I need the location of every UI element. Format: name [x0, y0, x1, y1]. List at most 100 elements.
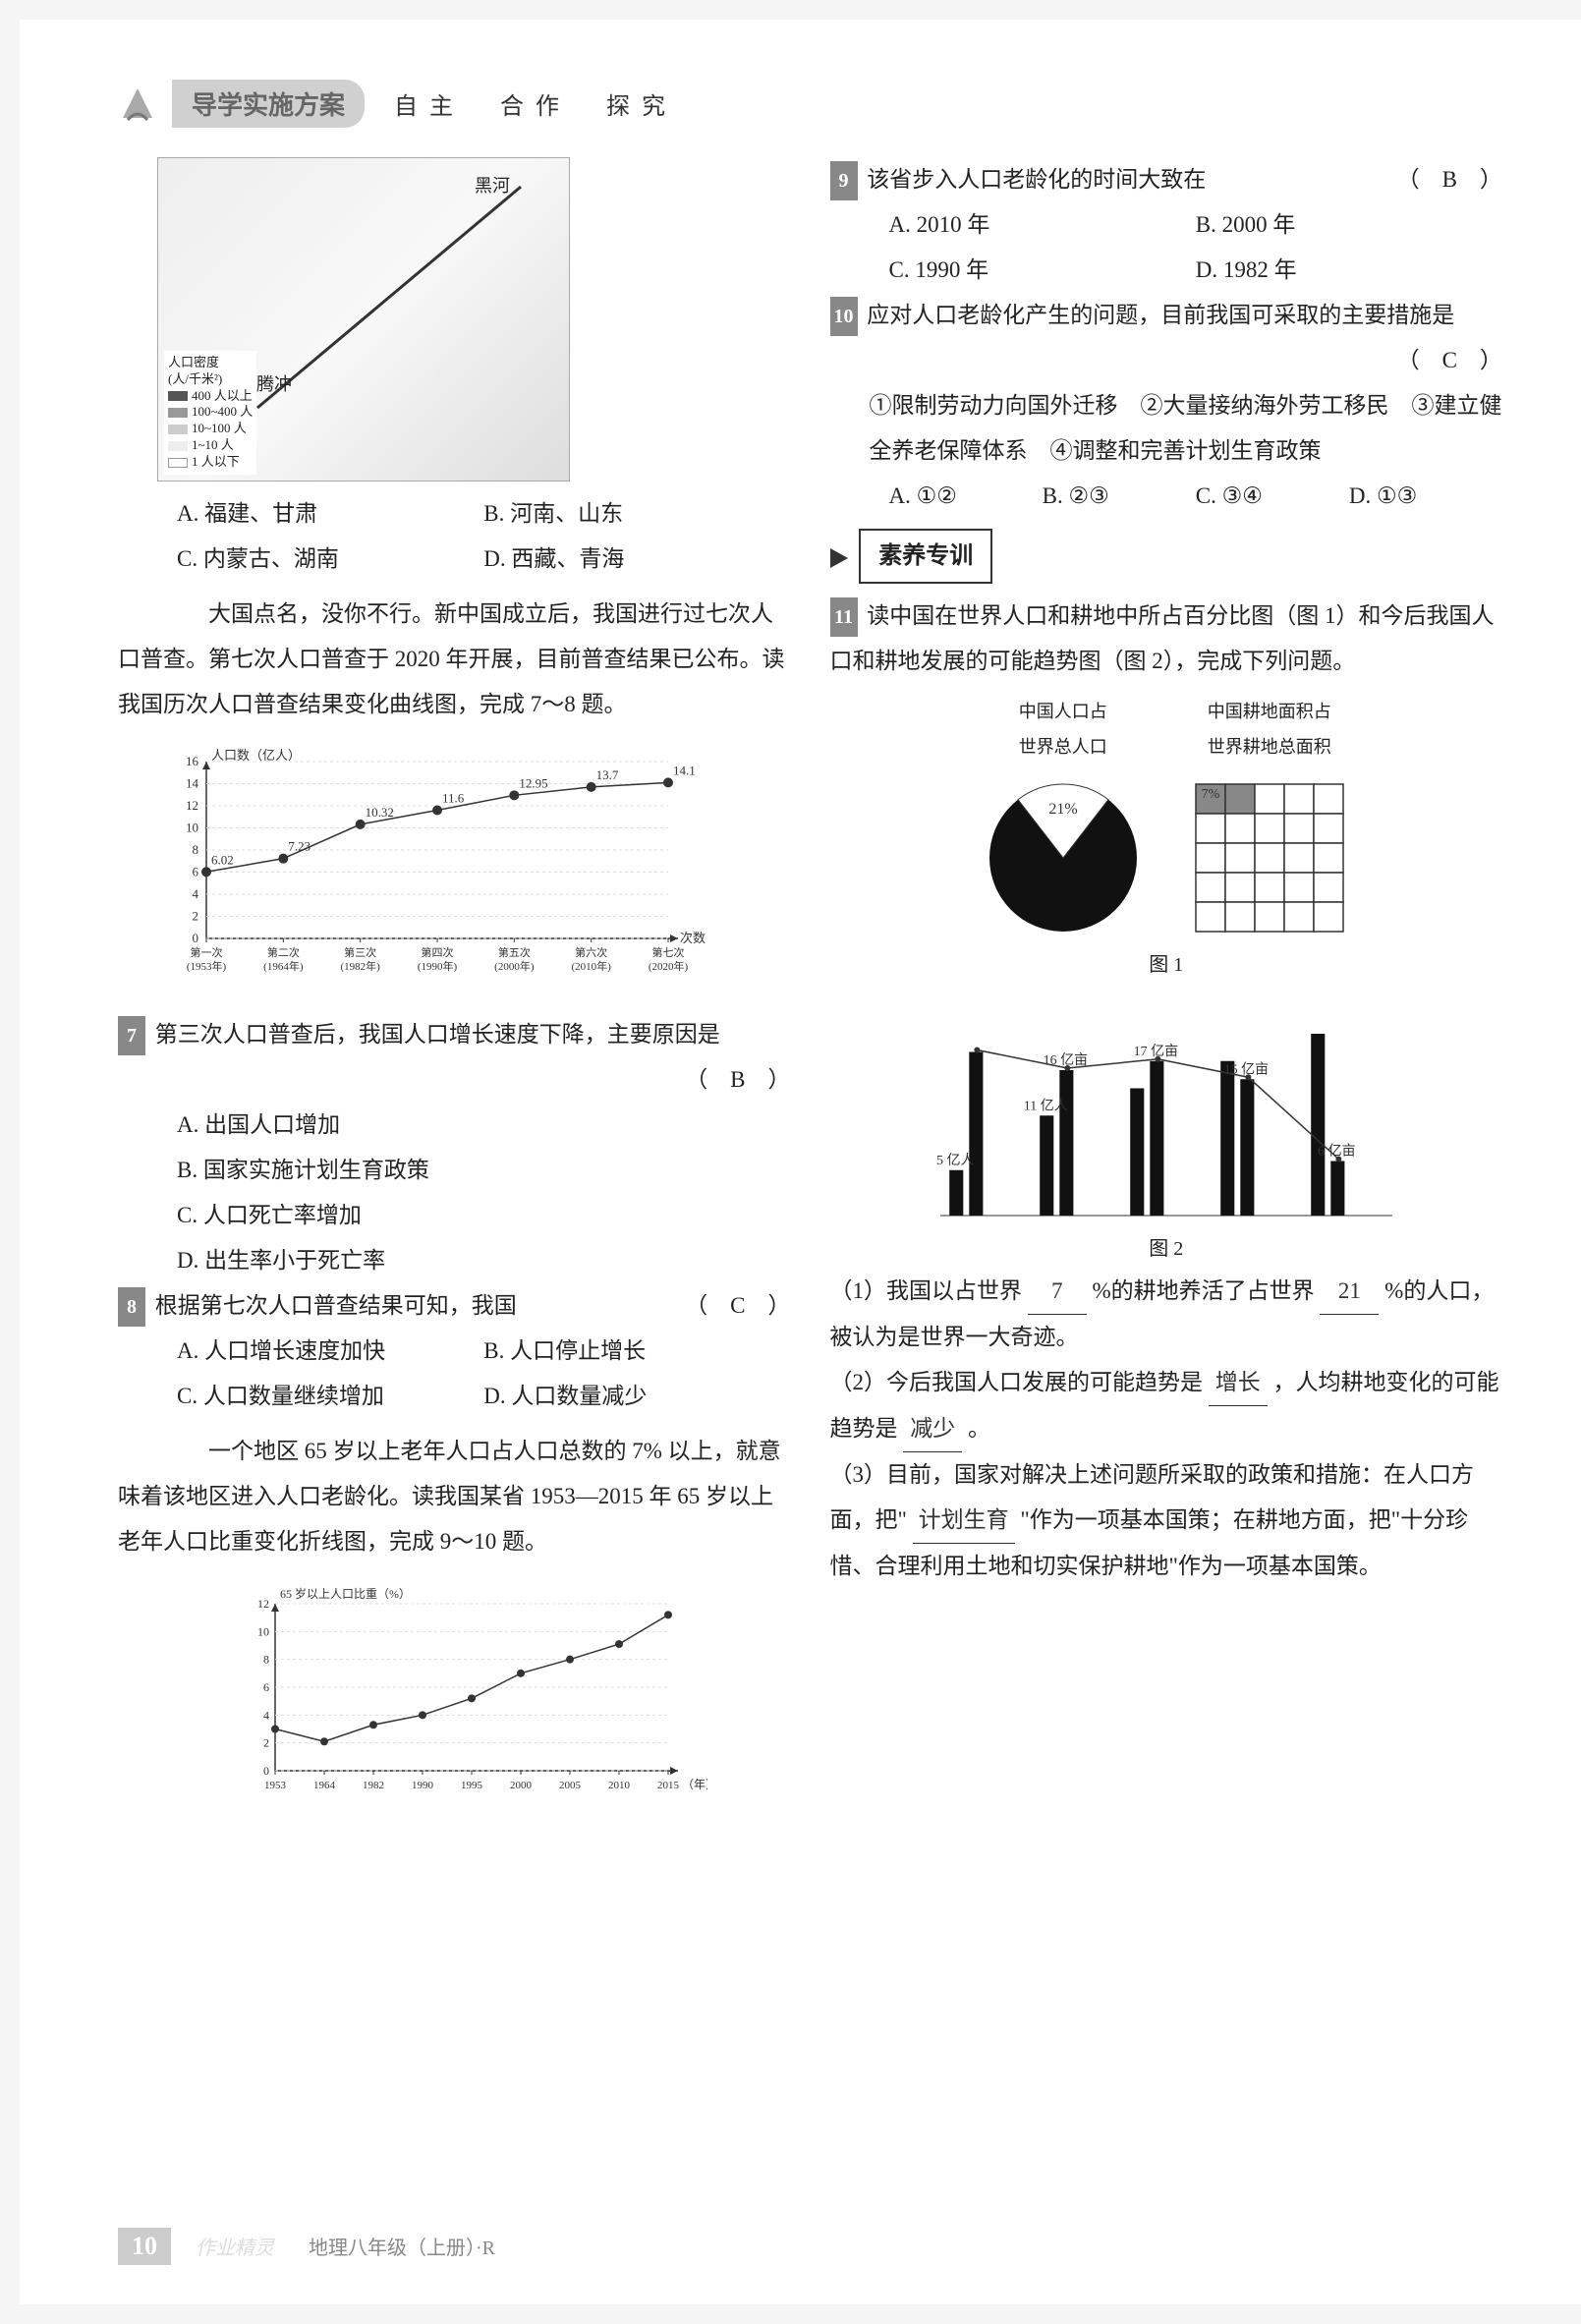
figure-1: 中国人口占 世界总人口 21% 中国耕地面积占 世界耕地总面积 7% [830, 694, 1503, 941]
q8-stem: 根据第七次人口普查结果可知，我国 [155, 1293, 517, 1318]
svg-text:4: 4 [263, 1708, 269, 1722]
census-line-chart: 0246810121416第一次(1953年)第二次(1964年)第三次(198… [157, 742, 791, 997]
svg-text:(1990年): (1990年) [418, 959, 458, 973]
svg-text:11.6: 11.6 [442, 791, 465, 806]
svg-text:10: 10 [257, 1624, 269, 1638]
qnum-8: 8 [118, 1287, 145, 1327]
svg-text:10: 10 [186, 821, 198, 835]
svg-text:1990: 1990 [412, 1780, 434, 1791]
svg-text:第二次: 第二次 [267, 945, 300, 959]
waffle-chart: 7% [1181, 765, 1358, 941]
q7-opt-c: C. 人口死亡率增加 [177, 1193, 791, 1238]
svg-text:10.32: 10.32 [366, 805, 394, 820]
svg-text:次数: 次数 [680, 931, 706, 945]
svg-text:第四次: 第四次 [422, 945, 454, 959]
svg-text:16 亿亩: 16 亿亩 [1043, 1051, 1088, 1068]
waffle-label: 中国耕地面积占 世界耕地总面积 [1181, 694, 1358, 765]
answer-paren: （ C ） [1397, 338, 1502, 383]
q10-stem: 应对人口老龄化产生的问题，目前我国可采取的主要措施是 [867, 303, 1454, 327]
q7-stem: 第三次人口普查后，我国人口增长速度下降，主要原因是 [155, 1022, 720, 1047]
svg-text:(1953年): (1953年) [187, 959, 227, 973]
svg-text:1982: 1982 [363, 1780, 384, 1791]
svg-text:(1964年): (1964年) [263, 959, 304, 973]
q10-combos: ①限制劳动力向国外迁移 ②大量接纳海外劳工移民 ③建立健全养老保障体系 ④调整和… [830, 383, 1503, 474]
svg-text:1964: 1964 [313, 1780, 336, 1791]
option-a: A. 福建、甘肃 [177, 491, 483, 537]
svg-text:6: 6 [263, 1680, 269, 1694]
svg-text:(2000年): (2000年) [494, 959, 535, 973]
svg-text:第七次: 第七次 [652, 945, 685, 959]
svg-text:0: 0 [263, 1764, 269, 1778]
svg-text:4: 4 [193, 886, 199, 901]
q9-opt-d: D. 1982 年 [1196, 248, 1502, 293]
svg-text:6: 6 [193, 865, 199, 879]
q9-answer: B [1442, 167, 1457, 192]
section-heading: 素养专训 [830, 519, 1503, 594]
svg-text:第三次: 第三次 [344, 945, 376, 959]
map-legend: 人口密度 (人/千米²) 400 人以上 100~400 人 10~100 人 … [164, 351, 256, 475]
svg-text:第一次: 第一次 [191, 945, 223, 959]
svg-text:12: 12 [186, 798, 198, 813]
page-number: 10 [118, 2228, 171, 2265]
right-column: 9 该省步入人口老龄化的时间大致在 （ B ） A. 2010 年 B. 200… [830, 157, 1503, 1820]
svg-text:（年）: （年） [682, 1778, 707, 1791]
q11-sub2: （2）今后我国人口发展的可能趋势是 增长 ，人均耕地变化的可能趋势是 减少 。 [830, 1360, 1503, 1452]
answer-paren: （ C ） [685, 1283, 790, 1329]
arrow-icon [830, 548, 848, 568]
figure-2: 5 亿人11 亿人16 亿亩17 亿亩15 亿亩6 亿亩 [830, 999, 1503, 1225]
q9-stem: 该省步入人口老龄化的时间大致在 [867, 167, 1206, 192]
legend-label: 1~10 人 [192, 437, 234, 454]
svg-text:人口数（亿人）: 人口数（亿人） [211, 748, 301, 763]
qnum-11: 11 [830, 597, 858, 637]
svg-text:13.7: 13.7 [596, 767, 619, 782]
q9-opt-a: A. 2010 年 [889, 202, 1196, 248]
blank-fill: 21 [1320, 1269, 1379, 1315]
svg-text:2000: 2000 [510, 1780, 533, 1791]
map-label-tengchong: 腾冲 [256, 367, 292, 402]
qnum-10: 10 [830, 297, 858, 336]
q9-opt-c: C. 1990 年 [889, 248, 1196, 293]
question-7: 7 第三次人口普查后，我国人口增长速度下降，主要原因是 （ B ） [118, 1012, 791, 1103]
fig1-caption: 图 1 [830, 945, 1503, 985]
svg-text:8: 8 [263, 1653, 269, 1667]
map-label-heihe: 黑河 [475, 168, 510, 203]
option-c: C. 内蒙古、湖南 [177, 537, 483, 582]
option-d: D. 西藏、青海 [483, 537, 790, 582]
legend-swatch [168, 408, 188, 418]
svg-text:16: 16 [186, 754, 199, 768]
svg-text:2005: 2005 [559, 1780, 582, 1791]
q10-opt-d: D. ①③ [1349, 474, 1502, 519]
q8-answer: C [730, 1293, 745, 1318]
svg-text:8: 8 [193, 842, 199, 857]
legend-label: 10~100 人 [192, 421, 247, 437]
qnum-7: 7 [118, 1016, 145, 1055]
legend-swatch [168, 441, 188, 451]
heihe-tengchong-line [256, 186, 522, 409]
passage-2: 一个地区 65 岁以上老年人口占人口总数的 7% 以上，就意味着该地区进入人口老… [118, 1429, 791, 1564]
q7-opt-d: D. 出生率小于死亡率 [177, 1238, 791, 1283]
legend-swatch [168, 425, 188, 434]
answer-paren: （ B ） [1397, 157, 1502, 202]
svg-text:7%: 7% [1201, 787, 1219, 802]
qnum-9: 9 [830, 161, 858, 200]
q11-sub3: （3）目前，国家对解决上述问题所采取的政策和措施：在人口方面，把" 计划生育 "… [830, 1452, 1503, 1589]
pie-chart: 21% [975, 765, 1152, 941]
question-8: 8 根据第七次人口普查结果可知，我国 （ C ） [118, 1283, 791, 1329]
option-b: B. 河南、山东 [483, 491, 790, 537]
question-9: 9 该省步入人口老龄化的时间大致在 （ B ） [830, 157, 1503, 202]
q11-sub1: （1）我国以占世界 7 %的耕地养活了占世界 21 %的人口，被认为是世界一大奇… [830, 1269, 1503, 1360]
svg-text:1995: 1995 [461, 1780, 483, 1791]
question-10: 10 应对人口老龄化产生的问题，目前我国可采取的主要措施是 （ C ） [830, 293, 1503, 383]
svg-text:12: 12 [257, 1597, 269, 1611]
fig2-caption: 图 2 [830, 1229, 1503, 1269]
china-density-map: 黑河 腾冲 人口密度 (人/千米²) 400 人以上 100~400 人 10~… [157, 157, 570, 482]
legend-label: 100~400 人 [192, 404, 253, 421]
q8-opt-c: C. 人口数量继续增加 [177, 1374, 483, 1419]
svg-text:15 亿亩: 15 亿亩 [1223, 1060, 1269, 1077]
svg-text:14: 14 [186, 776, 199, 791]
grouped-bar-chart: 5 亿人11 亿人16 亿亩17 亿亩15 亿亩6 亿亩 [911, 999, 1422, 1225]
q10-answer: C [1442, 348, 1457, 372]
q7-answer: B [730, 1067, 745, 1092]
header-subtitle: 自主 合作 探究 [394, 86, 677, 121]
svg-text:(2010年): (2010年) [572, 959, 612, 973]
